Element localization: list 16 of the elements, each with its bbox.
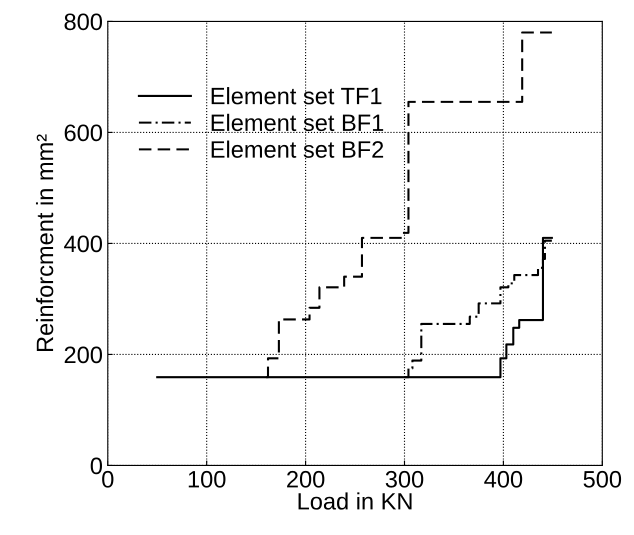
x-tick-label: 200 <box>287 470 324 488</box>
x-tick-label: 500 <box>584 470 622 488</box>
y-tick-label: 600 <box>64 124 102 142</box>
x-tick-label: 100 <box>188 470 226 488</box>
y-axis-title: Reinforcment in mm² <box>36 134 54 352</box>
y-tick-label: 400 <box>64 235 102 252</box>
legend-label: Element set BF2 <box>212 140 384 158</box>
legend-label: Element set BF1 <box>212 114 384 132</box>
x-axis-title: Load in KN <box>298 492 412 510</box>
x-tick-label: 0 <box>102 470 114 488</box>
legend-label: Element set TF1 <box>212 87 382 104</box>
y-tick-label: 200 <box>64 346 102 364</box>
x-tick-label: 300 <box>386 470 424 488</box>
y-tick-label: 0 <box>90 458 102 474</box>
y-tick-label: 800 <box>64 13 102 30</box>
x-tick-label: 400 <box>484 470 522 488</box>
